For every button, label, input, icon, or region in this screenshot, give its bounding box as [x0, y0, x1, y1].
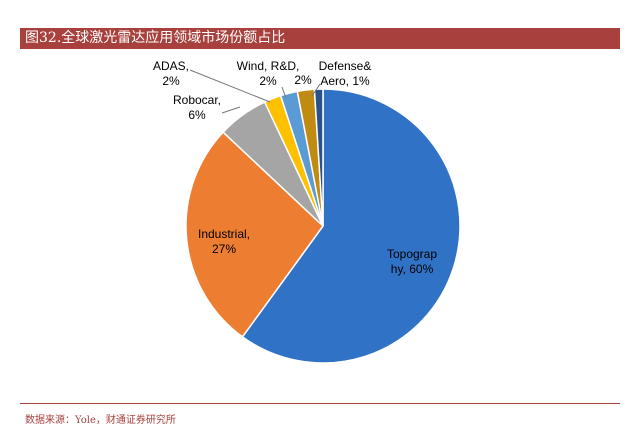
pie-slice: [241, 88, 461, 364]
slice-label: Wind, R&D, 2%: [237, 59, 300, 88]
slice-label: Robocar, 6%: [173, 93, 221, 122]
leader-line: [189, 69, 271, 103]
pie-slices: [185, 88, 461, 364]
leader-line: [281, 86, 287, 99]
title-underline: [20, 48, 620, 49]
figure-title: 图32.全球激光雷达应用领域市场份额占比: [20, 28, 620, 48]
leader-line: [311, 83, 321, 97]
footer-rule: [20, 403, 620, 404]
slice-label: ADAS, 2%: [153, 59, 189, 88]
source-note: 数据来源：Yole，财通证券研究所: [25, 415, 176, 426]
pie-slice: [185, 131, 324, 338]
slice-label: Industrial, 27%: [198, 227, 250, 256]
pie-slice: [313, 88, 324, 227]
slice-label: 2%: [294, 73, 312, 87]
slice-label: Defense& Aero, 1%: [319, 59, 372, 88]
leader-lines: [189, 69, 321, 114]
slice-label: Topograp hy, 60%: [387, 247, 437, 276]
slice-labels: Topograp hy, 60% Industrial, 27% Robocar, 6% A…: [153, 59, 437, 276]
leader-line: [221, 106, 241, 114]
